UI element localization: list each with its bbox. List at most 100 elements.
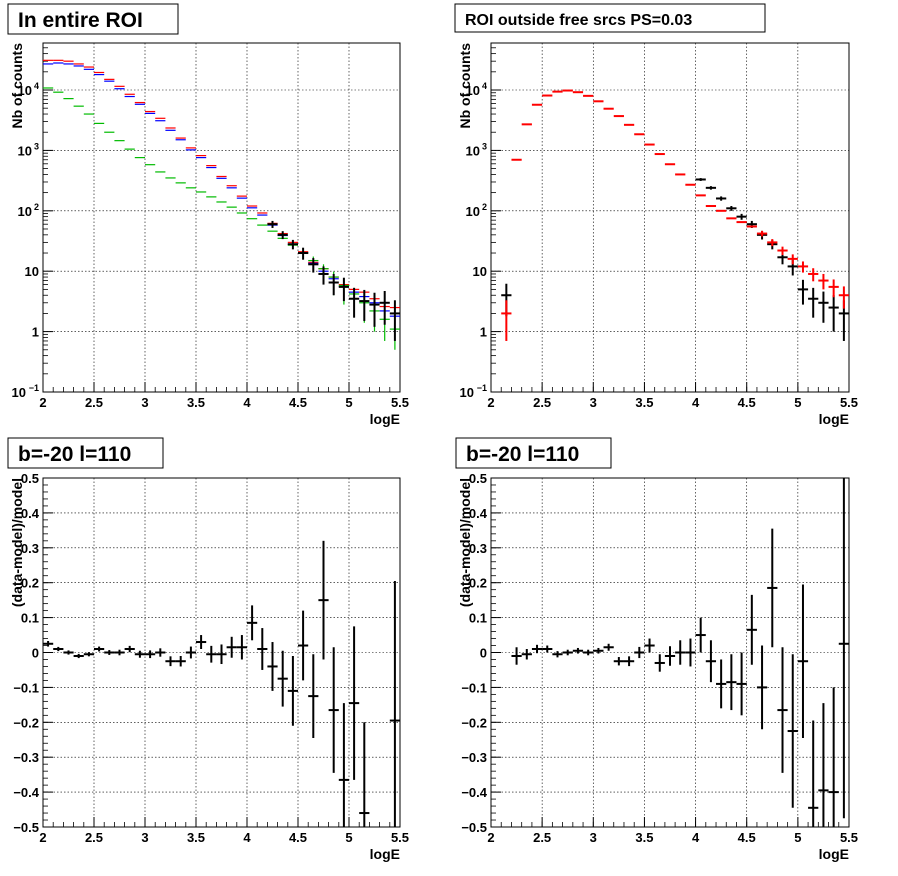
data-point: [359, 289, 370, 321]
data-point: [756, 645, 768, 730]
data-point: [818, 703, 829, 827]
data-point: [818, 291, 829, 323]
x-tick-label: 3: [590, 830, 597, 845]
x-tick-label: 4.5: [738, 395, 756, 410]
data-point: [511, 647, 522, 665]
data-point: [695, 178, 706, 181]
x-tick-label: 4: [692, 830, 700, 845]
series-1: [511, 478, 849, 827]
data-point: [389, 300, 400, 341]
data-point: [797, 261, 809, 273]
y-tick-label: 0.2: [21, 576, 39, 591]
data-point: [531, 644, 543, 654]
series-4: [267, 220, 400, 341]
y-tick-label: 10: [466, 204, 480, 219]
x-tick-label: 3.5: [187, 395, 205, 410]
y-tick-exponent: −1: [477, 383, 487, 393]
data-point: [308, 258, 319, 273]
data-point: [828, 279, 839, 298]
x-axis-label: logE: [819, 846, 849, 862]
data-point: [623, 656, 635, 667]
y-tick-exponent: 3: [34, 141, 39, 151]
panel-title: ROI outside free srcs PS=0.03: [465, 12, 692, 29]
y-tick-label: 0.3: [21, 541, 39, 556]
y-tick-label: −0.2: [461, 715, 487, 730]
x-tick-label: 2: [487, 395, 494, 410]
data-point: [338, 703, 349, 827]
y-tick-label: −0.2: [13, 715, 39, 730]
data-point: [634, 646, 645, 659]
data-point: [736, 213, 747, 220]
data-point: [236, 635, 247, 660]
data-point: [838, 286, 849, 309]
data-point: [349, 287, 360, 318]
data-point: [298, 610, 309, 681]
title-box: [7, 437, 164, 469]
y-tick-exponent: 4: [34, 81, 39, 91]
data-point: [583, 649, 594, 656]
series-1: [43, 540, 400, 827]
y-tick-exponent: 2: [34, 202, 39, 212]
y-tick-label: 0.3: [469, 541, 487, 556]
data-point: [338, 277, 349, 302]
data-point: [777, 246, 788, 256]
x-tick-label: 5.5: [840, 830, 858, 845]
panel-3: 2 2.5 3 3.5 4 4.5 5 5.5 −0.5 −0.4 −0.3 −0.2 −0.1 0 0.1…: [7, 437, 409, 862]
y-tick-label: 0: [480, 646, 487, 661]
x-tick-label: 3: [590, 395, 597, 410]
y-tick-exponent: −1: [29, 383, 39, 393]
x-axis-label: logE: [370, 411, 400, 427]
data-point: [726, 654, 737, 711]
data-point: [705, 640, 717, 683]
data-point: [73, 653, 84, 659]
plot-frame: [42, 42, 401, 393]
data-point: [53, 646, 64, 652]
y-tick-label: 10: [18, 143, 32, 158]
series-2: [501, 89, 849, 341]
data-point: [828, 687, 839, 827]
y-tick-label: 10: [466, 143, 480, 158]
data-point: [104, 650, 115, 655]
data-point: [267, 642, 278, 691]
y-tick-label: 10: [18, 83, 32, 98]
y-axis-label: (data-model)/model: [457, 478, 473, 607]
data-point: [389, 580, 400, 827]
y-tick-label: 0.1: [21, 611, 39, 626]
y-tick-label: 10: [18, 204, 32, 219]
x-tick-label: 2.5: [85, 395, 103, 410]
data-point: [808, 268, 819, 282]
data-point: [175, 655, 186, 667]
x-tick-label: 4.5: [289, 830, 307, 845]
data-point: [328, 273, 339, 296]
y-tick-label: 10: [12, 385, 26, 400]
y-tick-label: −0.3: [13, 750, 39, 765]
data-point: [277, 231, 288, 240]
data-point: [685, 638, 696, 667]
x-tick-label: 5: [794, 830, 801, 845]
series-3: [43, 87, 400, 350]
data-point: [196, 635, 207, 650]
x-tick-label: 5: [345, 830, 352, 845]
x-tick-label: 5.5: [840, 395, 858, 410]
y-tick-exponent: 2: [482, 202, 487, 212]
data-point: [298, 247, 309, 260]
x-axis-label: logE: [819, 411, 849, 427]
series-2: [43, 62, 400, 317]
data-point: [287, 655, 298, 726]
series-1: [43, 59, 400, 309]
data-point: [654, 654, 665, 672]
y-tick-label: −0.4: [13, 785, 39, 800]
data-point: [777, 647, 788, 773]
data-point: [379, 291, 390, 325]
data-point: [726, 206, 737, 211]
data-point: [828, 295, 839, 332]
x-tick-label: 4: [692, 395, 700, 410]
x-tick-label: 2.5: [533, 395, 551, 410]
x-axis-label: logE: [370, 846, 400, 862]
data-point: [552, 651, 563, 658]
y-tick-exponent: 3: [482, 141, 487, 151]
panel-title: In entire ROI: [18, 9, 143, 32]
data-point: [287, 239, 298, 250]
data-point: [501, 300, 512, 341]
